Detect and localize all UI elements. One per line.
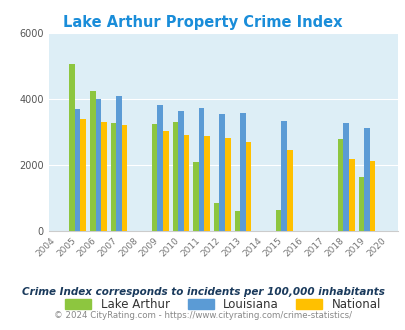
Bar [363, 128, 369, 231]
Bar [110, 123, 116, 231]
Bar [219, 114, 224, 231]
Bar [245, 142, 251, 231]
Bar [101, 122, 107, 231]
Bar [239, 113, 245, 231]
Bar [80, 119, 86, 231]
Bar [157, 105, 163, 231]
Legend: Lake Arthur, Louisiana, National: Lake Arthur, Louisiana, National [60, 292, 386, 317]
Bar [116, 96, 121, 231]
Bar [69, 64, 75, 231]
Bar [193, 162, 198, 231]
Bar [358, 177, 363, 231]
Bar [281, 121, 286, 231]
Bar [369, 161, 374, 231]
Bar [286, 150, 292, 231]
Bar [234, 211, 239, 231]
Bar [90, 91, 95, 231]
Text: Crime Index corresponds to incidents per 100,000 inhabitants: Crime Index corresponds to incidents per… [21, 287, 384, 297]
Bar [172, 122, 178, 231]
Bar [75, 109, 80, 231]
Bar [95, 99, 101, 231]
Bar [275, 210, 281, 231]
Bar [337, 139, 343, 231]
Bar [183, 135, 189, 231]
Bar [204, 136, 209, 231]
Bar [151, 124, 157, 231]
Text: © 2024 CityRating.com - https://www.cityrating.com/crime-statistics/: © 2024 CityRating.com - https://www.city… [54, 311, 351, 320]
Bar [163, 131, 168, 231]
Bar [224, 138, 230, 231]
Bar [348, 159, 354, 231]
Bar [213, 203, 219, 231]
Bar [343, 123, 348, 231]
Text: Lake Arthur Property Crime Index: Lake Arthur Property Crime Index [63, 15, 342, 30]
Bar [198, 108, 204, 231]
Bar [122, 125, 127, 231]
Bar [178, 111, 183, 231]
